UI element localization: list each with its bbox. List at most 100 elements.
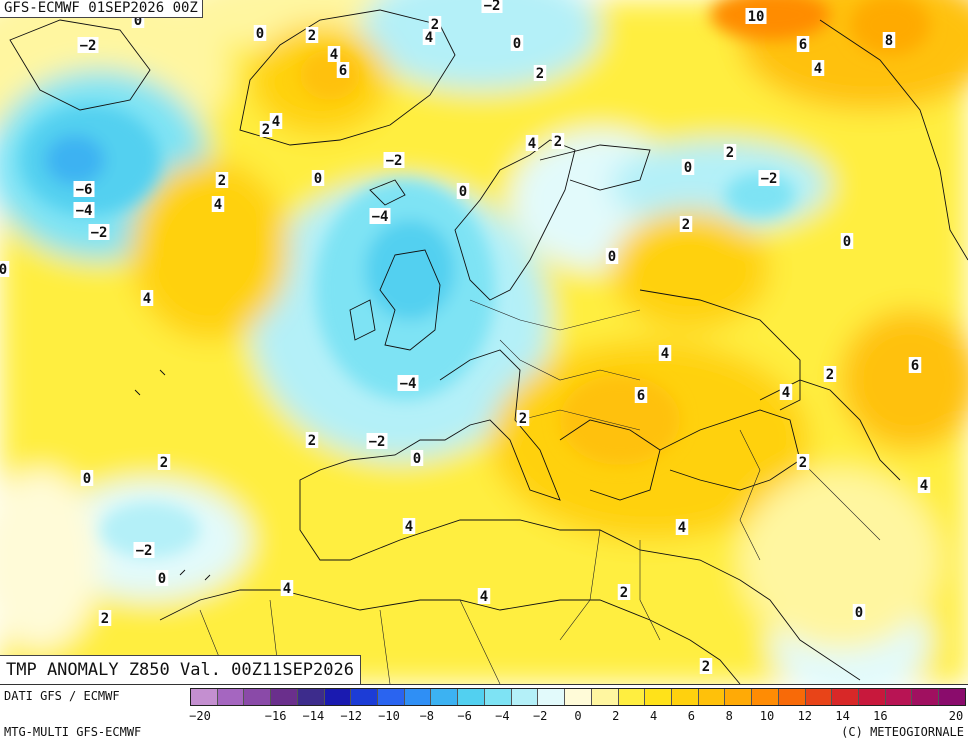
contour-label-bg — [0, 261, 10, 277]
contour-label-bg — [305, 432, 319, 448]
contour-label-bg — [366, 433, 388, 449]
contour-label-bg — [155, 570, 169, 586]
contour-label: 2 — [308, 433, 316, 449]
contour-label: 2 — [160, 455, 168, 471]
contour-label: 4 — [214, 197, 222, 213]
contour-label: 2 — [682, 217, 690, 233]
contour-label: 0 — [413, 451, 421, 467]
contour-label-bg — [422, 29, 436, 45]
color-swatch — [191, 689, 218, 705]
contour-label: 2 — [101, 611, 109, 627]
contour-label: 6 — [339, 63, 347, 79]
contour-label-bg — [383, 152, 405, 168]
contour-label: 0 — [843, 234, 851, 250]
contour-label-bg — [723, 144, 737, 160]
contour-label: 4 — [528, 136, 536, 152]
color-swatch — [538, 689, 566, 705]
contour-label-bg — [681, 159, 695, 175]
contour-label: 4 — [143, 291, 151, 307]
scale-tick-label: 8 — [725, 709, 733, 723]
contour-label-bg — [410, 450, 424, 466]
contour-label-bg — [73, 202, 95, 218]
scale-tick-label: 14 — [835, 709, 850, 723]
contour-label-bg — [77, 37, 99, 53]
color-swatch — [565, 689, 592, 705]
coastlines — [9, 9, 968, 684]
contour-label: −2 — [761, 171, 778, 187]
contour-label: 0 — [314, 171, 322, 187]
contour-label-bg — [336, 62, 350, 78]
contour-label: 4 — [920, 478, 928, 494]
color-swatch — [752, 689, 779, 705]
scale-tick-label: 20 — [948, 709, 964, 723]
color-swatch — [378, 689, 405, 705]
contour-label-bg — [617, 584, 631, 600]
contour-label: −2 — [136, 543, 153, 559]
contour-label-bg — [779, 384, 793, 400]
contour-label-bg — [98, 610, 112, 626]
contour-label: 2 — [431, 17, 439, 33]
contour-label: −2 — [80, 38, 97, 54]
contour-label-bg — [679, 216, 693, 232]
contour-label: 2 — [536, 66, 544, 82]
color-swatch — [671, 689, 699, 705]
contour-label-bg — [840, 233, 854, 249]
contour-label: 6 — [637, 388, 645, 404]
contour-label-bg — [73, 181, 95, 197]
contour-label-bg — [882, 32, 896, 48]
color-swatch — [618, 689, 646, 705]
color-scale — [190, 688, 966, 706]
color-swatch — [725, 689, 753, 705]
color-swatch — [939, 689, 965, 705]
contour-label-bg — [481, 0, 503, 13]
scale-tick-label: 12 — [797, 709, 813, 723]
contour-label: 8 — [885, 33, 893, 49]
contour-label: −2 — [369, 434, 386, 450]
color-swatch — [431, 689, 459, 705]
contour-label-bg — [605, 248, 619, 264]
contour-label-bg — [211, 196, 225, 212]
contour-label: 0 — [608, 249, 616, 265]
color-swatch — [404, 689, 432, 705]
color-swatch — [591, 689, 619, 705]
color-swatch — [912, 689, 940, 705]
contour-label-bg — [327, 46, 341, 62]
contour-label-bg — [852, 604, 866, 620]
contour-label: 2 — [519, 411, 527, 427]
data-source-label: DATI GFS / ECMWF — [4, 689, 120, 703]
color-swatch — [271, 689, 298, 705]
scale-tick-label: −14 — [302, 709, 325, 723]
contour-label: 4 — [661, 346, 669, 362]
scale-tick-label: −10 — [378, 709, 400, 723]
color-swatch — [858, 689, 886, 705]
contour-label-bg — [516, 410, 530, 426]
contour-label-bg — [510, 35, 524, 51]
contour-label: −2 — [91, 225, 108, 241]
contour-label: 0 — [684, 160, 692, 176]
contour-label: 0 — [855, 605, 863, 621]
color-swatch — [645, 689, 672, 705]
contour-label: 6 — [911, 358, 919, 374]
contour-label: 4 — [782, 385, 790, 401]
scale-tick-label: 10 — [759, 709, 775, 723]
color-swatch — [832, 689, 859, 705]
contour-label-bg — [456, 183, 470, 199]
scale-tick-label: −8 — [419, 709, 435, 723]
contour-label: 2 — [218, 173, 226, 189]
scale-tick-label: −12 — [340, 709, 363, 723]
contour-label: 0 — [134, 13, 142, 29]
contour-label: 0 — [158, 571, 166, 587]
contour-label-bg — [253, 25, 267, 41]
contour-label-bg — [215, 172, 229, 188]
scale-tick-label: 2 — [612, 709, 620, 723]
contour-label: 4 — [425, 30, 433, 46]
contour-label: 2 — [702, 659, 710, 675]
color-swatch — [324, 689, 352, 705]
contour-label-bg — [823, 366, 837, 382]
scale-tick-label: −16 — [264, 709, 287, 723]
contour-label: 2 — [726, 145, 734, 161]
color-swatch — [778, 689, 806, 705]
contour-label: −6 — [76, 182, 93, 198]
